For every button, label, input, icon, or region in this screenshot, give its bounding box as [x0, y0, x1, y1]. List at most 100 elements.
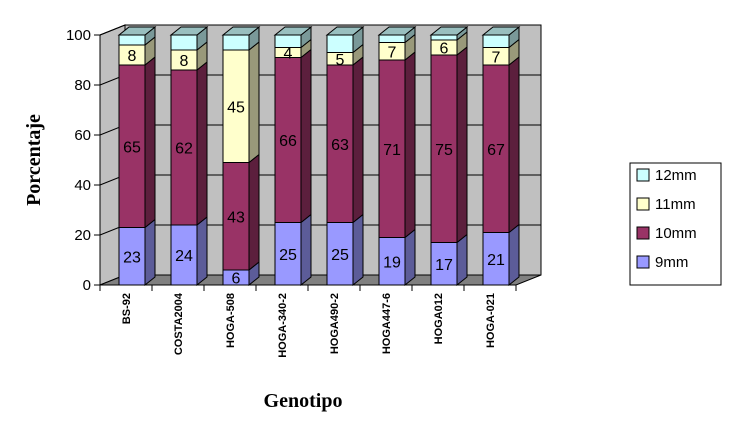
bar-segment	[481, 25, 521, 49]
bar-top	[325, 26, 365, 36]
data-label: 7	[492, 49, 501, 66]
bar-side	[144, 55, 156, 229]
y-axis: 0 20 40 60 80 100	[66, 27, 101, 294]
bar-front	[118, 227, 146, 286]
data-label: 71	[383, 142, 401, 159]
data-label: 24	[175, 248, 193, 265]
data-label: 75	[435, 142, 453, 159]
bar-segment	[117, 25, 157, 47]
bar-segment	[221, 25, 261, 52]
data-label: 4	[284, 46, 293, 63]
x-tick-label: HOGA012	[433, 293, 445, 344]
x-tick-label: HOGA447-6	[381, 293, 393, 354]
bar-segment	[377, 25, 417, 44]
data-label: 6	[440, 41, 449, 58]
legend-label: 12mm	[655, 167, 697, 184]
bar-side	[456, 233, 468, 287]
plot-area	[99, 24, 542, 286]
y-axis-title: Porcentaje	[23, 114, 45, 206]
gridline	[99, 24, 541, 36]
legend-swatch	[636, 255, 650, 269]
bar-side	[300, 213, 312, 287]
legend-label: 9mm	[655, 254, 688, 271]
data-label: 8	[180, 53, 189, 70]
bar-side	[248, 40, 260, 164]
y-tick-label: 80	[74, 77, 91, 94]
data-label: 25	[331, 247, 349, 264]
bar-side	[352, 55, 364, 224]
bar-side	[508, 55, 520, 234]
data-label: 21	[487, 252, 505, 269]
bar-front	[326, 34, 354, 53]
bar-side	[404, 50, 416, 239]
bar-segment	[326, 213, 364, 287]
x-tick-label: HOGA-508	[225, 293, 237, 348]
bar-front	[170, 34, 198, 51]
bar-segment	[325, 25, 365, 54]
bar-segment	[222, 40, 260, 164]
bar-segment	[170, 60, 208, 227]
data-label: 67	[487, 142, 505, 159]
data-label: 23	[123, 249, 141, 266]
legend-label: 11mm	[655, 196, 696, 213]
y-tick-label: 40	[74, 177, 91, 194]
bar-segment	[378, 228, 416, 287]
data-label: 17	[435, 257, 453, 274]
bar-front	[222, 49, 250, 163]
legend-label: 10mm	[655, 225, 697, 242]
data-label: 25	[279, 247, 297, 264]
data-label: 5	[336, 52, 345, 69]
bar-segment	[118, 218, 156, 287]
bar-segment	[274, 213, 312, 287]
x-tick-label: HOGA-340-2	[277, 293, 289, 358]
x-axis-title: Genotipo	[264, 390, 343, 412]
x-tick-label: HOGA-021	[485, 293, 497, 348]
data-label: 7	[388, 44, 397, 61]
bar-front	[222, 34, 250, 51]
bar-segment	[170, 215, 208, 287]
legend-swatch	[636, 226, 650, 240]
bar-segment	[429, 25, 469, 42]
bar-front	[274, 57, 302, 223]
y-tick-label: 20	[74, 227, 91, 244]
x-tick-label: BS-92	[121, 293, 133, 324]
bar-segment	[482, 55, 520, 234]
data-labels: 23 65 8 24 62 8 6 43 45 25 66 4 25 63 5 19 71 7 17 75 6 21 67 7	[123, 41, 505, 288]
bar-top	[117, 26, 157, 36]
data-label: 19	[383, 254, 401, 271]
bar-segment	[482, 223, 520, 287]
y-tick-label: 100	[66, 27, 91, 44]
bar-side	[144, 218, 156, 287]
data-label: 66	[279, 133, 297, 150]
data-label: 65	[123, 139, 141, 156]
data-label: 63	[331, 137, 349, 154]
bar-top	[377, 26, 417, 36]
bar-front	[222, 162, 250, 271]
legend-swatch	[636, 168, 650, 182]
data-label: 6	[232, 271, 241, 288]
bar-front	[430, 34, 458, 41]
legend: 12mm 11mm 10mm 9mm	[629, 162, 722, 286]
bar-top	[273, 26, 313, 36]
bar-side	[300, 48, 312, 224]
bar-front	[378, 34, 406, 43]
bar-side	[456, 45, 468, 244]
bar-side	[248, 153, 260, 272]
y-tick-label: 60	[74, 127, 91, 144]
x-tick-label: COSTA2004	[173, 292, 185, 355]
bar-segment	[273, 25, 313, 49]
bar-side	[196, 60, 208, 227]
bar-front	[118, 34, 146, 46]
bar-top	[221, 26, 261, 36]
bar-front	[482, 34, 510, 48]
bar-front	[378, 237, 406, 286]
bars	[117, 25, 521, 287]
x-axis: BS-92 COSTA2004 HOGA-508 HOGA-340-2 HOGA490-…	[99, 284, 517, 358]
bar-top	[481, 26, 521, 36]
legend-swatch	[636, 197, 650, 211]
data-label: 8	[128, 48, 137, 65]
y-tick-label: 0	[83, 277, 91, 294]
bar-segment	[118, 35, 156, 67]
